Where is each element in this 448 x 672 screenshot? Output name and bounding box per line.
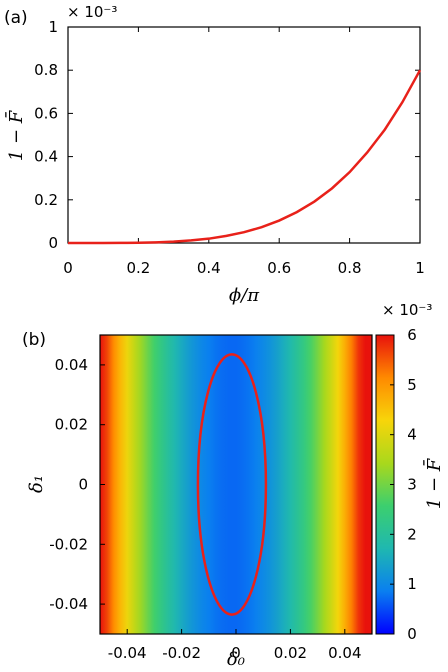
colorbar-tick-label: 4 — [407, 426, 417, 444]
panel-b-xtick-label: 0 — [231, 644, 241, 662]
panel-b-xtick-label: 0.04 — [328, 644, 361, 662]
panel-a-ytick-label: 0 — [48, 234, 58, 252]
panel-a-xtick-label: 0 — [63, 259, 73, 277]
panel-a-xtick-label: 0.8 — [338, 259, 362, 277]
heatmap-surface — [100, 335, 372, 634]
colorbar-label: 1 − F̄ — [422, 457, 445, 509]
colorbar-tick-label: 6 — [407, 326, 417, 344]
contour-ellipse — [196, 353, 268, 616]
colorbar-tick-label: 3 — [407, 476, 417, 494]
colorbar-multiplier: × 10⁻³ — [382, 301, 432, 319]
panel-a-frame — [67, 26, 421, 244]
panel-b-xtick-label: -0.02 — [162, 644, 201, 662]
panel-a-ytick-label: 0.2 — [34, 191, 58, 209]
panel-a-multiplier: × 10⁻³ — [67, 3, 117, 21]
panel-a-axes: 0 0.2 0.4 0.6 0.8 1 0 0.2 0.4 0.6 0.8 1 — [34, 18, 425, 277]
panel-a-ytick-label: 0.8 — [34, 61, 58, 79]
panel-a-xtick-label: 0.4 — [197, 259, 221, 277]
panel-b-ytick-label: 0.04 — [55, 356, 88, 374]
panel-a-xlabel: ϕ/π — [229, 285, 260, 306]
panel-a-ytick-label: 0.6 — [34, 104, 58, 122]
panel-a-xtick-label: 1 — [415, 259, 425, 277]
panel-b-axes: -0.04 -0.02 0 0.02 0.04 -0.04 -0.02 0 0.02 0.04 — [49, 356, 361, 662]
panel-a-ytick-label: 0.4 — [34, 148, 58, 166]
panel-b-ytick-label: -0.04 — [49, 595, 88, 613]
panel-b-ytick-label: -0.02 — [49, 535, 88, 553]
panel-b-label: (b) — [22, 330, 46, 350]
panel-a-series-line — [68, 69, 422, 245]
colorbar-tick-label: 5 — [407, 376, 417, 394]
panel-b-ytick-label: 0 — [78, 476, 88, 494]
panel-a-xtick-label: 0.6 — [267, 259, 291, 277]
panel-a-ylabel: 1 − F̄ — [4, 109, 27, 161]
panel-a-label: (a) — [4, 8, 28, 28]
panel-b-ytick-label: 0.02 — [55, 416, 88, 434]
panel-b-ylabel: δ₁ — [26, 475, 47, 493]
panel-b-xtick-label: 0.02 — [274, 644, 307, 662]
panel-b-xlabel: δ₀ — [227, 649, 245, 670]
colorbar-tick-label: 0 — [407, 625, 417, 643]
panel-b-xtick-label: -0.04 — [108, 644, 147, 662]
colorbar-axes: 0 1 2 3 4 5 6 — [390, 326, 417, 643]
panel-a-xtick-label: 0.2 — [126, 259, 150, 277]
panel-a-ytick-label: 1 — [48, 18, 58, 36]
colorbar-tick-label: 1 — [407, 575, 417, 593]
colorbar-tick-label: 2 — [407, 525, 417, 543]
